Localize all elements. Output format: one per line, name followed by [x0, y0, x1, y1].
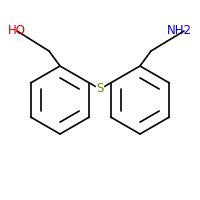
Text: S: S	[96, 82, 104, 95]
Text: NH2: NH2	[167, 24, 192, 38]
Text: HO: HO	[8, 24, 26, 38]
